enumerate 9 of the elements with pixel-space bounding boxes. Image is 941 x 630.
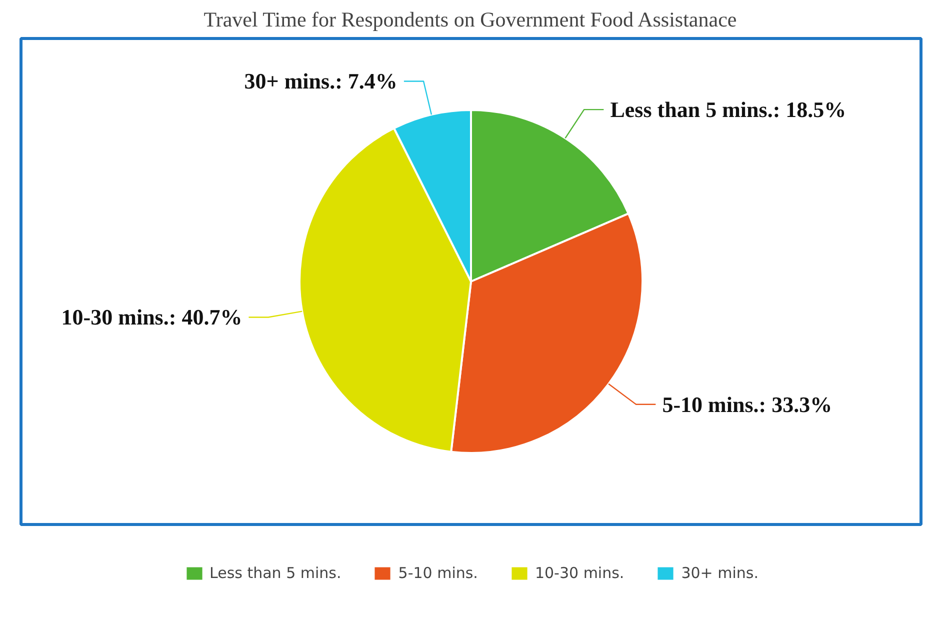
- data-label: Less than 5 mins.: 18.5%: [610, 97, 846, 122]
- legend-label: Less than 5 mins.: [210, 564, 342, 582]
- legend-label: 10-30 mins.: [534, 564, 624, 582]
- chart-title: Travel Time for Respondents on Government Food Assistanace: [204, 8, 737, 32]
- data-label: 5-10 mins.: 33.3%: [662, 392, 832, 417]
- legend-label: 5-10 mins.: [398, 564, 478, 582]
- data-label: 10-30 mins.: 40.7%: [61, 304, 242, 330]
- legend-label: 30+ mins.: [681, 564, 758, 582]
- data-label: 30+ mins.: 7.4%: [244, 68, 398, 94]
